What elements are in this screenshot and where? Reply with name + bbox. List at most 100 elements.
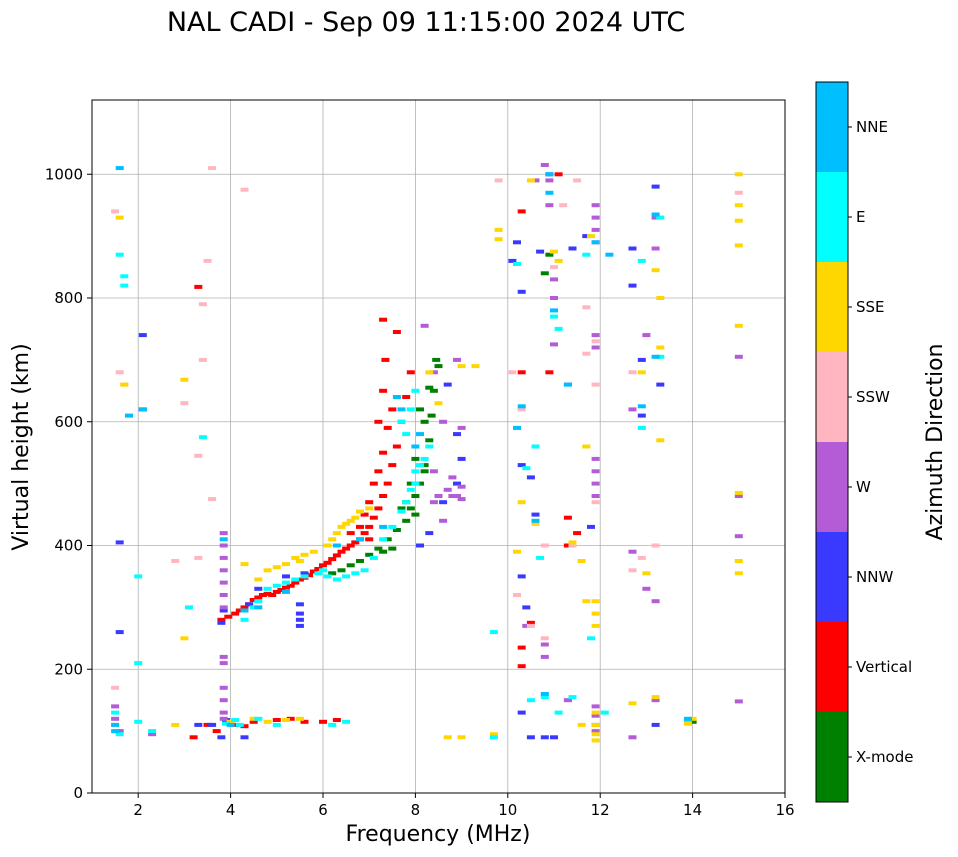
- echo-point-e: [319, 568, 327, 573]
- echo-point-e: [222, 721, 230, 726]
- echo-point-nnw: [656, 382, 665, 387]
- echo-point-e: [637, 258, 646, 263]
- echo-point-vertical: [282, 585, 290, 590]
- echo-point-ssw: [240, 187, 249, 192]
- echo-point-nnw: [568, 246, 577, 251]
- echo-point-w: [115, 729, 124, 734]
- echo-point-e: [406, 407, 415, 412]
- echo-point-sse: [295, 716, 304, 721]
- echo-point-vertical: [328, 557, 337, 562]
- echo-point-w: [550, 296, 558, 300]
- echo-point-w: [219, 593, 228, 597]
- echo-point-e: [300, 574, 309, 579]
- chart-title: NAL CADI - Sep 09 11:15:00 2024 UTC: [167, 7, 685, 38]
- echo-point-ssw: [115, 370, 124, 375]
- echo-point-sse: [531, 521, 540, 526]
- echo-point-sse: [328, 537, 337, 542]
- echo-point-x-mode: [402, 518, 411, 523]
- echo-point-w: [219, 716, 228, 721]
- echo-point-vertical: [212, 729, 221, 734]
- echo-point-sse: [734, 559, 743, 563]
- echo-point-x-mode: [411, 512, 420, 517]
- echo-point-vertical: [268, 593, 277, 597]
- echo-point-e: [111, 710, 120, 715]
- echo-point-sse: [517, 500, 526, 505]
- echo-point-ssw: [628, 370, 637, 375]
- y-tick-label: 600: [54, 413, 83, 431]
- echo-point-e: [231, 718, 240, 722]
- echo-point-sse: [346, 518, 355, 523]
- echo-point-sse: [591, 738, 600, 743]
- echo-point-ssw: [550, 265, 558, 270]
- echo-point-vertical: [365, 524, 374, 529]
- echo-point-vertical: [381, 357, 390, 362]
- echo-point-e: [360, 568, 369, 573]
- echo-point-e: [406, 487, 415, 492]
- echo-point-x-mode: [420, 469, 429, 474]
- echo-point-x-mode: [688, 719, 697, 724]
- echo-point-nne: [605, 252, 614, 257]
- echo-point-e: [134, 661, 143, 666]
- echo-point-sse: [240, 562, 249, 567]
- echo-point-vertical: [563, 515, 572, 520]
- echo-point-e: [411, 469, 420, 474]
- echo-point-ssw: [513, 593, 521, 597]
- echo-point-nnw: [517, 574, 526, 579]
- echo-point-vertical: [323, 560, 332, 565]
- echo-point-w: [219, 580, 228, 585]
- echo-point-w: [453, 357, 461, 362]
- echo-point-nnw: [536, 249, 545, 254]
- echo-point-nne: [411, 444, 420, 449]
- echo-point-nnw: [550, 735, 558, 740]
- echo-point-x-mode: [429, 388, 438, 393]
- echo-point-nnw: [453, 432, 461, 437]
- echo-point-vertical: [517, 209, 526, 214]
- echo-point-vertical: [263, 591, 272, 596]
- echo-point-sse: [591, 732, 600, 737]
- echo-point-vertical: [305, 573, 314, 578]
- echo-point-vertical: [277, 588, 286, 592]
- echo-point-w: [545, 178, 554, 183]
- echo-point-sse: [734, 490, 743, 495]
- echo-point-sse: [734, 323, 743, 328]
- echo-point-sse: [684, 721, 692, 726]
- echo-point-nnw: [245, 602, 254, 607]
- x-tick-label: 10: [498, 801, 517, 819]
- echo-point-sse: [309, 549, 318, 554]
- x-tick-label: 4: [226, 801, 236, 819]
- echo-point-x-mode: [540, 271, 549, 276]
- colorbar-frame: [815, 81, 849, 803]
- echo-point-e: [568, 695, 577, 700]
- echo-point-nnw: [508, 258, 517, 263]
- echo-point-w: [540, 642, 549, 647]
- echo-point-e: [254, 716, 263, 721]
- echo-point-sse: [734, 172, 743, 177]
- echo-point-x-mode: [379, 549, 388, 554]
- echo-point-nne: [111, 729, 120, 734]
- echo-point-ssw: [651, 543, 660, 548]
- echo-point-e: [235, 722, 244, 727]
- echo-point-sse: [434, 401, 443, 406]
- echo-point-nne: [356, 537, 364, 542]
- echo-point-nne: [115, 166, 124, 171]
- echo-point-e: [656, 215, 665, 220]
- echo-point-vertical: [356, 524, 364, 529]
- echo-point-vertical: [194, 284, 203, 289]
- echo-point-nne: [254, 605, 263, 610]
- echo-point-x-mode: [397, 506, 406, 511]
- echo-point-vertical: [203, 722, 212, 727]
- x-tick-label: 6: [318, 801, 328, 819]
- echo-point-w: [111, 704, 120, 709]
- echo-point-vertical: [337, 549, 346, 554]
- echo-point-ssw: [540, 543, 549, 548]
- echo-point-ssw: [208, 166, 217, 171]
- echo-point-nnw: [526, 735, 535, 740]
- echo-point-vertical: [526, 620, 535, 625]
- echo-point-w: [448, 494, 457, 498]
- echo-point-ssw: [582, 305, 591, 310]
- echo-point-ssw: [591, 500, 600, 505]
- colorbar-label: NNW: [856, 568, 893, 586]
- echo-point-sse: [365, 506, 374, 511]
- echo-point-nnw: [300, 571, 309, 576]
- echo-point-vertical: [573, 531, 582, 536]
